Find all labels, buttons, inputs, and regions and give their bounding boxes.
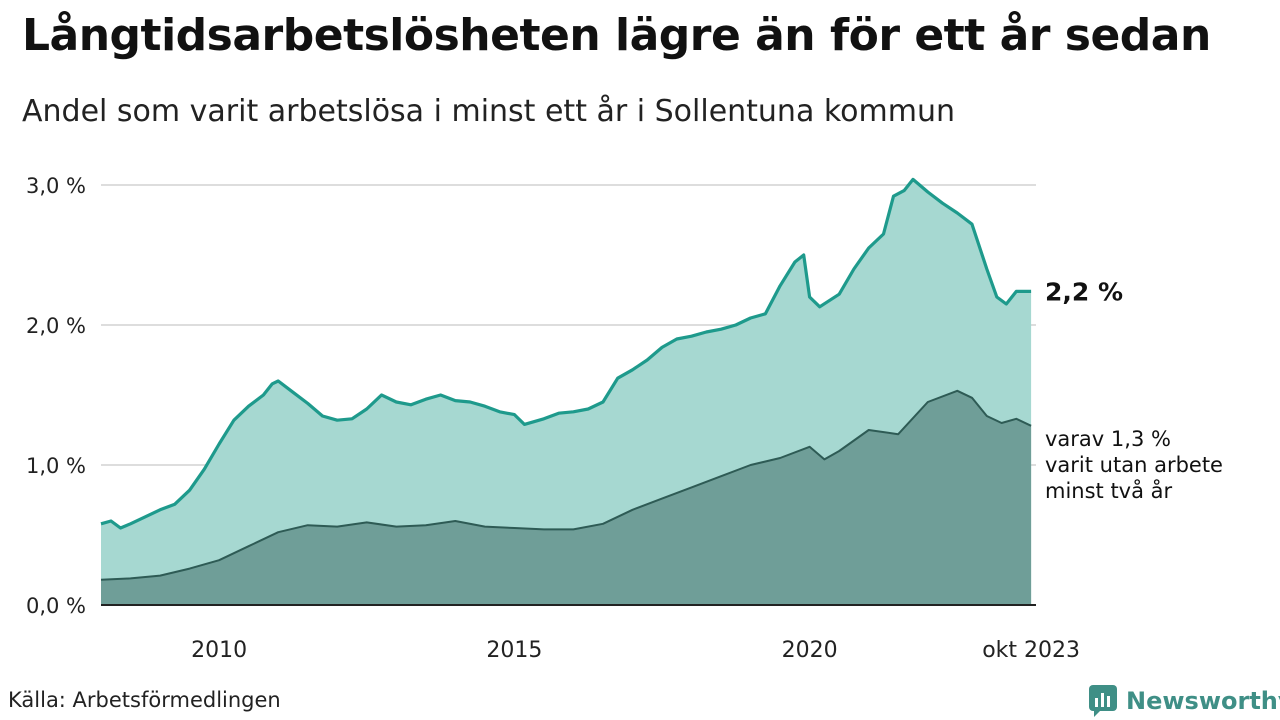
series-line-total [100, 177, 1032, 530]
x-tick-label: 2010 [191, 638, 247, 663]
brand-name: Newsworthy [1126, 687, 1280, 715]
x-tick-label: 2015 [486, 638, 542, 663]
series-line-two-years [100, 389, 1032, 581]
chart-title: Långtidsarbetslösheten lägre än för ett … [22, 10, 1211, 61]
series-end-label-two-years: varav 1,3 % [1045, 427, 1171, 451]
source-note: Källa: Arbetsförmedlingen [8, 688, 281, 712]
y-tick-label: 0,0 % [26, 594, 86, 618]
series-end-label-total: 2,2 % [1045, 277, 1123, 306]
series-end-label-two-years: minst två år [1045, 478, 1173, 503]
series-area-two-years [101, 390, 1032, 605]
y-tick-label: 1,0 % [26, 454, 86, 478]
area-chart: 0,0 % 1,0 % 2,0 % 3,0 % 2010 2015 2020 okt 2023… [26, 174, 1223, 663]
y-tick-label: 2,0 % [26, 314, 86, 338]
newsworthy-logo-icon [1089, 685, 1117, 717]
chart-subtitle: Andel som varit arbetslösa i minst ett å… [22, 94, 956, 129]
series-end-label-two-years: varit utan arbete [1045, 453, 1223, 477]
brand-logo: Newsworthy [1088, 683, 1280, 719]
x-tick-label: okt 2023 [982, 638, 1080, 663]
y-tick-label: 3,0 % [26, 174, 86, 198]
x-tick-label: 2020 [782, 638, 838, 663]
